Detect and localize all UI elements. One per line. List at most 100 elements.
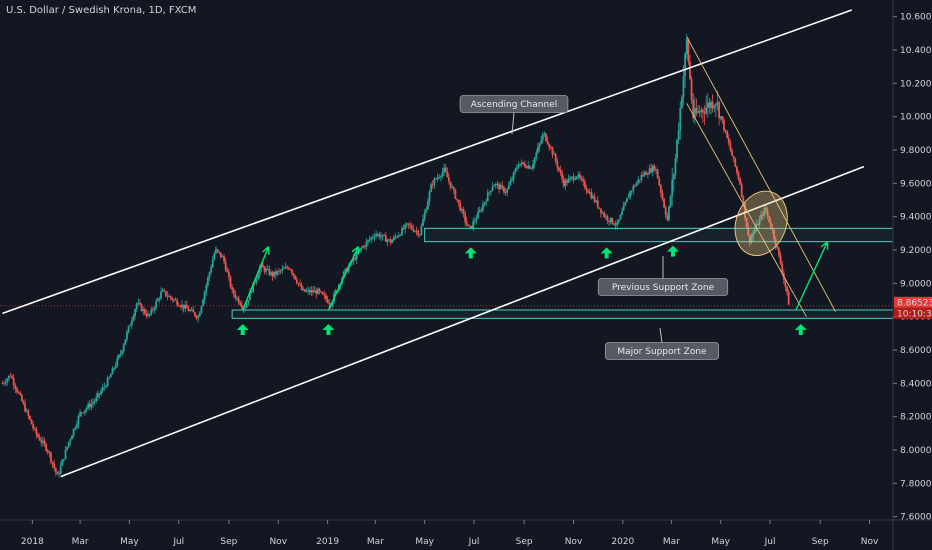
candle-body — [483, 202, 486, 205]
candle-body — [554, 154, 557, 162]
arrow-head-icon — [351, 246, 360, 255]
candle-body — [12, 378, 15, 386]
candle-body — [778, 248, 780, 256]
candle-body — [96, 393, 99, 398]
candle-body — [621, 210, 623, 215]
candle-body — [689, 61, 691, 79]
candle-body — [519, 163, 522, 166]
candle-body — [773, 229, 775, 239]
candle-body — [211, 259, 214, 268]
candle-body — [761, 214, 764, 216]
candle-body — [325, 295, 327, 300]
candle-body — [622, 205, 625, 211]
falling-channel-upper-line — [686, 36, 836, 312]
candle-body — [617, 219, 620, 223]
candle-body — [700, 109, 703, 113]
x-tick-label: Nov — [861, 537, 879, 547]
candle-body — [768, 215, 771, 223]
candle-body — [312, 290, 314, 293]
candle-body — [109, 374, 112, 378]
candle-body — [449, 181, 452, 188]
arrow-head-icon — [262, 246, 270, 255]
candle-body — [587, 190, 589, 193]
candle-body — [266, 268, 269, 270]
candle-body — [140, 304, 143, 312]
candle-body — [629, 191, 632, 198]
candle-body — [634, 186, 636, 187]
candle-body — [223, 256, 225, 262]
candle-body — [588, 192, 591, 194]
candle-body — [240, 305, 243, 308]
candle-body — [215, 249, 217, 254]
x-tick-label: Sep — [516, 537, 533, 547]
candle-body — [210, 267, 213, 273]
candle-body — [174, 299, 177, 301]
candle-body — [283, 268, 285, 270]
y-tick-label: 8.00000 — [900, 446, 932, 456]
candle-body — [592, 196, 594, 199]
candle-body — [289, 269, 292, 270]
candle-body — [724, 130, 727, 131]
candle-body — [702, 109, 704, 113]
candle-body — [726, 130, 729, 139]
candle-body — [566, 180, 568, 183]
candle-body — [779, 255, 782, 264]
candle-body — [84, 410, 86, 413]
callout-label: Major Support Zone — [617, 347, 707, 357]
candle-body — [179, 306, 182, 308]
candle-body — [604, 216, 607, 218]
candle-body — [54, 468, 57, 473]
candle-body — [32, 424, 35, 429]
candle-body — [572, 176, 575, 180]
callout-pointer — [659, 327, 663, 343]
candle-body — [255, 279, 258, 283]
x-tick-label: 2020 — [611, 537, 634, 547]
candle-body — [134, 309, 136, 317]
x-tick-label: Jul — [468, 537, 480, 547]
candle-body — [742, 196, 745, 203]
candle-body — [59, 465, 62, 474]
candle-body — [300, 284, 303, 291]
candle-body — [328, 302, 331, 305]
marks-layer: Ascending Channel Previous Support Zone Ma… — [236, 95, 829, 360]
candle-body — [383, 234, 386, 236]
candle-body — [245, 302, 248, 308]
candle-body — [321, 292, 324, 295]
candle-body — [16, 388, 18, 392]
candle-body — [381, 234, 384, 237]
candle-body — [38, 436, 41, 441]
candle-body — [354, 257, 356, 260]
candle-body — [365, 241, 368, 247]
candle-body — [415, 230, 418, 232]
candle-body — [380, 236, 382, 238]
candle-body — [181, 304, 183, 307]
candle-body — [342, 271, 345, 278]
candle-body — [384, 235, 387, 242]
y-tick-label: 9.80000 — [900, 146, 932, 156]
candle-body — [273, 271, 276, 277]
candle-body — [22, 401, 25, 404]
candle-body — [177, 305, 180, 307]
y-tick-label: 8.60000 — [900, 346, 932, 356]
candle-body — [396, 236, 399, 238]
candle-body — [640, 175, 643, 180]
candle-body — [787, 292, 790, 305]
candle-body — [685, 39, 688, 55]
candle-body — [451, 187, 454, 188]
candle-body — [202, 299, 204, 307]
candle-body — [278, 270, 280, 272]
candle-body — [122, 344, 125, 351]
candle-body — [105, 386, 107, 388]
candle-body — [271, 272, 274, 277]
candle-body — [132, 316, 135, 321]
candle-body — [757, 224, 759, 226]
candle-body — [253, 282, 256, 284]
candle-body — [530, 168, 533, 170]
candle-body — [567, 178, 570, 183]
candle-body — [653, 165, 656, 171]
candle-body — [263, 267, 266, 272]
candle-body — [553, 154, 555, 155]
candle-body — [116, 358, 119, 366]
candle-body — [635, 182, 638, 187]
candle-body — [268, 268, 271, 275]
